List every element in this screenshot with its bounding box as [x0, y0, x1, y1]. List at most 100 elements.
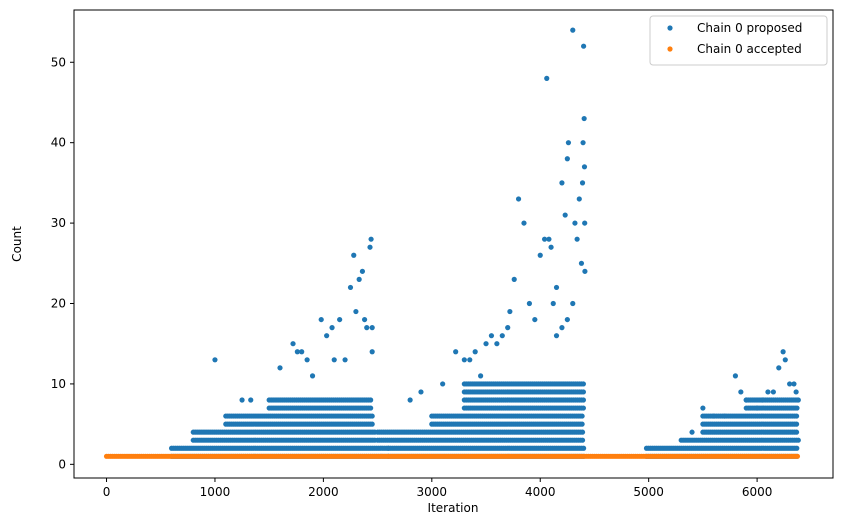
proposed-point	[579, 180, 586, 186]
proposed-point	[364, 325, 370, 331]
proposed-point	[579, 421, 585, 427]
proposed-point	[782, 357, 788, 363]
proposed-point	[368, 236, 374, 242]
proposed-point	[578, 260, 585, 266]
proposed-point	[407, 397, 413, 403]
proposed-point	[581, 164, 588, 170]
accepted-point	[794, 453, 801, 459]
proposed-point	[418, 389, 424, 395]
proposed-point	[324, 333, 330, 339]
proposed-point	[711, 413, 717, 419]
proposed-point	[461, 357, 467, 363]
proposed-point	[754, 405, 760, 411]
proposed-point	[478, 373, 484, 379]
proposed-point	[765, 389, 771, 395]
proposed-point	[277, 365, 283, 371]
proposed-point	[467, 357, 473, 363]
proposed-point	[564, 156, 570, 162]
proposed-point	[351, 252, 357, 258]
proposed-point	[570, 27, 576, 33]
proposed-point	[329, 325, 335, 331]
proposed-point	[368, 405, 374, 411]
x-ticks: 0 1000 2000 3000 4000 5000 6000	[103, 478, 773, 499]
proposed-point	[361, 316, 368, 323]
x-tick-label: 6000	[742, 485, 773, 499]
proposed-point	[780, 349, 786, 355]
proposed-point	[356, 276, 362, 282]
legend-label-proposed: Chain 0 proposed	[697, 21, 802, 35]
proposed-point	[562, 212, 568, 218]
proposed-point	[793, 429, 800, 435]
proposed-point	[347, 284, 354, 291]
proposed-point	[793, 413, 800, 419]
proposed-point	[294, 349, 300, 355]
proposed-point	[369, 325, 375, 331]
proposed-point	[521, 220, 527, 226]
plot-marks	[103, 27, 801, 459]
proposed-point	[553, 333, 560, 339]
x-tick-label: 1000	[200, 485, 231, 499]
proposed-point	[743, 397, 749, 403]
proposed-point	[368, 397, 374, 403]
x-tick-label: 0	[103, 485, 111, 499]
legend: Chain 0 proposed Chain 0 accepted	[649, 15, 828, 66]
x-tick-label: 4000	[525, 485, 556, 499]
proposed-point	[248, 397, 254, 403]
proposed-point	[359, 268, 366, 274]
proposed-point	[576, 196, 582, 202]
proposed-point	[794, 405, 800, 411]
y-tick-label: 50	[51, 55, 66, 69]
y-tick-label: 0	[58, 457, 66, 471]
proposed-point	[239, 397, 245, 403]
proposed-point	[795, 397, 801, 403]
proposed-point	[689, 429, 695, 435]
proposed-point	[494, 341, 500, 347]
proposed-point	[793, 421, 800, 427]
proposed-point	[581, 445, 587, 451]
proposed-point	[299, 349, 305, 355]
proposed-point	[472, 349, 478, 355]
proposed-point	[787, 381, 793, 387]
proposed-point	[579, 413, 585, 419]
proposed-point	[794, 445, 800, 451]
proposed-point	[553, 284, 560, 291]
proposed-point	[795, 437, 801, 443]
proposed-point	[700, 405, 706, 411]
x-axis-label: Iteration	[428, 501, 479, 515]
proposed-point	[581, 115, 587, 122]
proposed-point	[559, 180, 565, 186]
proposed-point	[776, 365, 782, 371]
proposed-point	[793, 389, 799, 395]
y-tick-label: 10	[51, 377, 66, 391]
proposed-point	[537, 252, 543, 258]
proposed-point	[581, 43, 587, 49]
proposed-point	[505, 325, 511, 331]
proposed-point	[541, 236, 548, 242]
proposed-point	[483, 341, 489, 347]
proposed-point	[507, 308, 513, 315]
x-tick-label: 2000	[308, 485, 339, 499]
proposed-point	[453, 349, 459, 355]
y-tick-label: 20	[51, 297, 66, 311]
proposed-point	[337, 316, 343, 323]
y-axis-label: Count	[10, 226, 24, 262]
proposed-point	[732, 373, 739, 379]
proposed-point	[212, 357, 218, 363]
proposed-point	[759, 397, 766, 403]
x-tick-label: 5000	[633, 485, 664, 499]
proposed-point	[304, 357, 310, 363]
proposed-point	[580, 140, 586, 146]
proposed-point	[342, 357, 348, 363]
proposed-point	[369, 349, 375, 355]
proposed-point	[369, 413, 375, 419]
proposed-point	[570, 300, 576, 307]
proposed-point	[721, 413, 728, 419]
proposed-point	[550, 300, 556, 307]
legend-marker-proposed	[667, 25, 673, 31]
proposed-point	[515, 196, 522, 202]
y-tick-label: 30	[51, 216, 66, 230]
proposed-point	[564, 316, 570, 323]
proposed-point	[546, 236, 552, 242]
proposed-point	[548, 244, 554, 250]
